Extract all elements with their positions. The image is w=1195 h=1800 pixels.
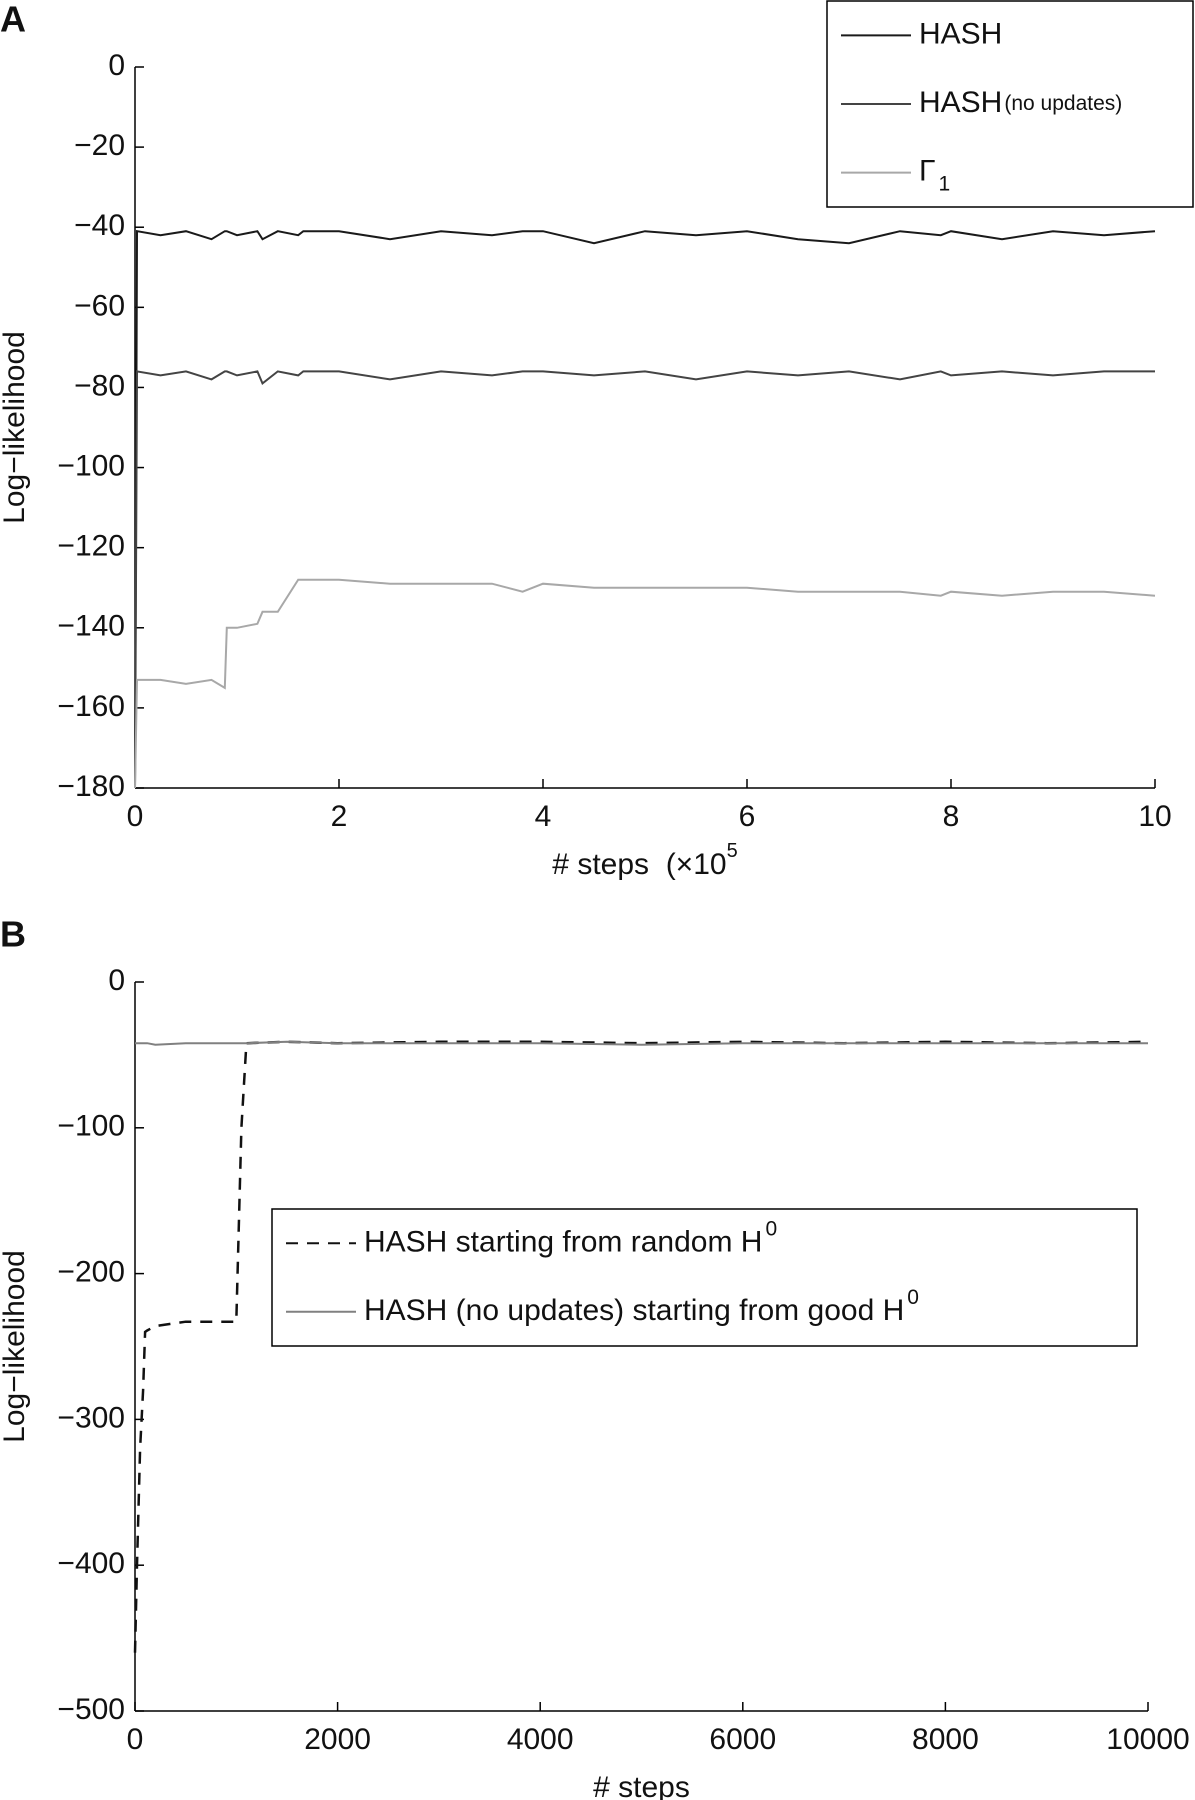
y-tick-label: −200: [57, 1256, 125, 1289]
x-tick-label: 8: [943, 800, 960, 833]
x-tick-label: 8000: [912, 1723, 979, 1756]
y-tick-label: −100: [57, 449, 125, 482]
x-tick-label: 10: [1138, 800, 1171, 833]
x-tick-label: 4: [535, 800, 552, 833]
series-line: [135, 1040, 1148, 1046]
y-tick-label: −160: [57, 690, 125, 723]
legend-label-name: HASH: [919, 17, 1002, 50]
x-axis-label-text: # steps: [593, 1771, 690, 1800]
x-axis-label-exponent: 5: [727, 840, 738, 862]
series-line: [134, 578, 1156, 789]
legend-label-subscript: 1: [939, 172, 951, 195]
legend-label-name: HASH (no updates) starting from good H: [364, 1294, 904, 1327]
y-axis-label: Log−likelihood: [0, 331, 31, 524]
y-tick-label: −80: [74, 369, 125, 402]
y-tick-label: −300: [57, 1401, 125, 1434]
x-tick-label: 0: [127, 1723, 144, 1756]
y-axis-label: Log−likelihood: [0, 1250, 31, 1443]
legend-label-name: HASH starting from random H: [364, 1225, 762, 1258]
y-tick-label: 0: [108, 49, 125, 82]
x-axis-label-text: # steps (×10: [552, 848, 726, 881]
x-tick-label: 2: [331, 800, 348, 833]
x-tick-label: 6: [739, 800, 756, 833]
y-tick-label: −180: [57, 770, 125, 803]
y-tick-label: −60: [74, 289, 125, 322]
x-tick-label: 0: [127, 800, 144, 833]
y-tick-label: −500: [57, 1693, 125, 1726]
y-tick-label: 0: [108, 964, 125, 997]
legend-label-note: (no updates): [1004, 92, 1122, 115]
x-tick-label: 6000: [709, 1723, 776, 1756]
panel-label: A: [0, 0, 26, 40]
y-tick-label: −20: [74, 129, 125, 162]
x-tick-label: 10000: [1106, 1723, 1189, 1756]
series-line: [134, 230, 1156, 789]
y-tick-label: −120: [57, 530, 125, 563]
y-tick-label: −140: [57, 610, 125, 643]
y-tick-label: −400: [57, 1547, 125, 1580]
y-tick-label: −40: [74, 209, 125, 242]
series-line: [134, 370, 1155, 789]
panel-label: B: [0, 914, 26, 955]
x-tick-label: 2000: [304, 1723, 371, 1756]
legend-label-superscript: 0: [765, 1217, 777, 1240]
legend-box: [271, 1208, 1138, 1347]
y-tick-label: −100: [57, 1110, 125, 1143]
x-tick-label: 4000: [507, 1723, 574, 1756]
legend-label: HASH: [919, 17, 1002, 50]
legend-label-name: HASH: [919, 86, 1002, 119]
x-axis-label: # steps: [593, 1771, 690, 1800]
legend-label-name: Γ: [919, 155, 936, 188]
legend-label-superscript: 0: [907, 1285, 919, 1308]
series-line: [133, 1040, 1149, 1653]
legend-label: HASH(no updates): [919, 86, 1122, 119]
x-axis-label: # steps (×105: [552, 840, 737, 881]
